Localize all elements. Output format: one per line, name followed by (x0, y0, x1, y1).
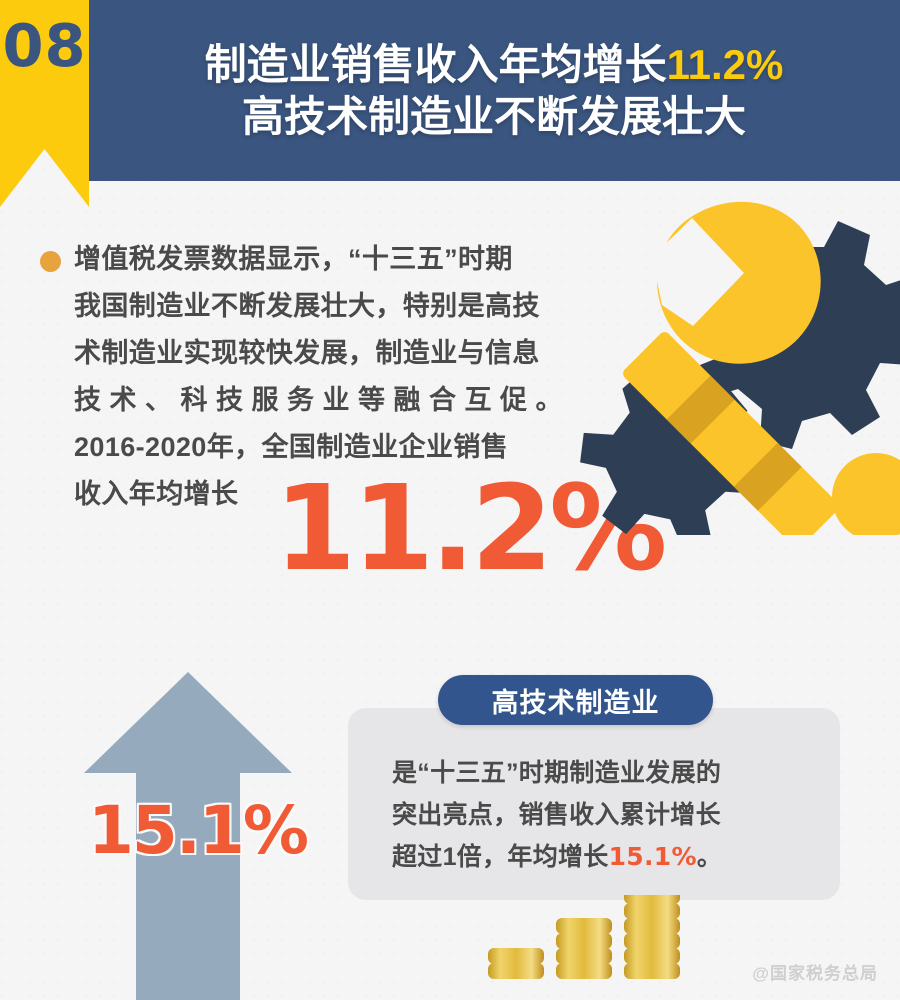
highlight-card (348, 708, 840, 900)
card-line-pre: 超过1倍，年均增长 (392, 843, 609, 871)
wrench-and-gears-graphic (580, 185, 900, 548)
page-title-line-2: 高技术制造业不断发展壮大 (241, 92, 746, 140)
coin-stack-3 (624, 888, 680, 979)
bullet-dot-icon (40, 251, 61, 272)
card-highlight-percent: 15.1% (608, 842, 697, 871)
section-number: 08 (2, 11, 87, 80)
coins-svg (488, 888, 680, 979)
body-line: 术制造业实现较快发展，制造业与信息 (74, 338, 540, 368)
card-line: 超过1倍，年均增长15.1%。 (392, 836, 802, 878)
body-paragraph: 增值税发票数据显示，“十三五”时期 我国制造业不断发展壮大，特别是高技 术制造业… (74, 236, 634, 518)
header-title-block: 制造业销售收入年均增长11.2% 高技术制造业不断发展壮大 (88, 0, 900, 181)
header-navy-banner (88, 0, 900, 181)
up-arrow-icon (84, 672, 292, 1000)
wrench-icon (623, 201, 900, 548)
page-title-line-1-accent: 11.2% (666, 40, 784, 88)
growth-arrow-graphic (60, 655, 310, 1000)
coin-stacks-icon (480, 888, 700, 985)
page-title-line-1-main: 制造业销售收入年均增长 (204, 40, 667, 88)
body-line: 2016-2020年，全国制造业企业销售 (74, 432, 509, 462)
card-title-pill: 高技术制造业 (438, 675, 713, 725)
watermark: @国家税务总局 (752, 964, 878, 983)
tools-svg (580, 201, 900, 548)
body-line: 收入年均增长 (74, 479, 239, 509)
body-line: 我国制造业不断发展壮大，特别是高技 (74, 291, 540, 321)
page-title-line-1: 制造业销售收入年均增长11.2% (205, 40, 784, 90)
card-title-label: 高技术制造业 (491, 687, 660, 718)
card-line: 是“十三五”时期制造业发展的 (392, 759, 722, 787)
card-line: 突出亮点，销售收入累计增长 (392, 801, 721, 829)
coin-stack-1 (488, 948, 544, 979)
card-body-text: 是“十三五”时期制造业发展的 突出亮点，销售收入累计增长 超过1倍，年均增长15… (392, 752, 802, 878)
card-line-post: 。 (696, 843, 723, 871)
coin-stack-2 (556, 918, 612, 979)
headline-percent-value: 11.2% (274, 459, 667, 597)
arrow-percent-value: 15.1% (88, 792, 309, 869)
body-line: 技术、科技服务业等融合互促。 (74, 385, 571, 415)
body-line: 增值税发票数据显示，“十三五”时期 (74, 244, 513, 274)
